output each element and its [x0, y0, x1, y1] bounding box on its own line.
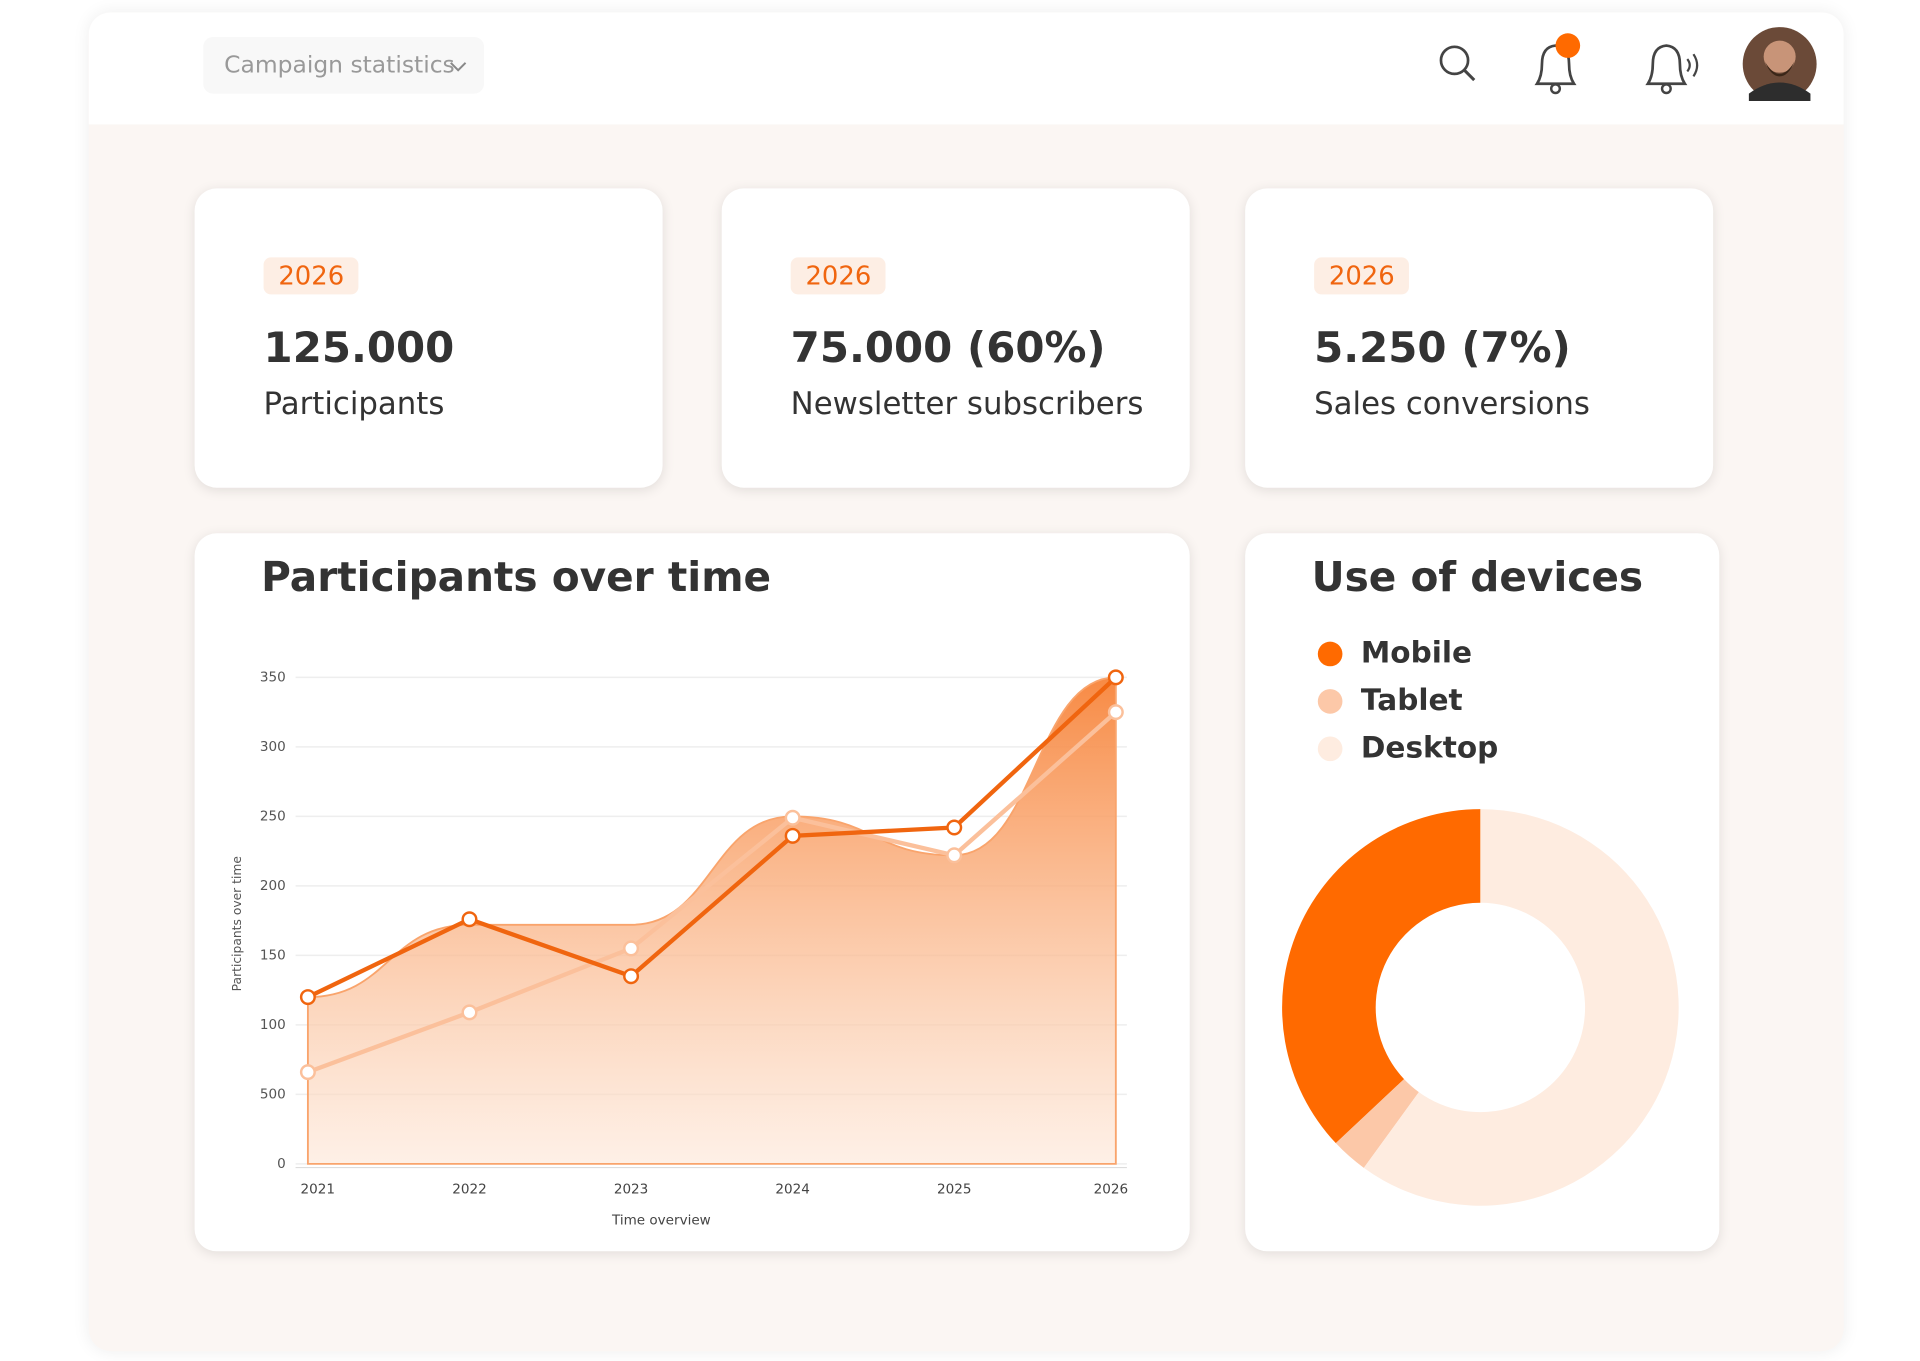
year-badge: 2026 — [1314, 257, 1410, 295]
point — [1107, 669, 1124, 686]
point — [461, 911, 478, 928]
kpi-number: 75.000 — [790, 323, 953, 374]
kpi-card: 2026 75.000 (60%) Newsletter subscribers — [721, 188, 1190, 488]
kpi-label: Participants — [263, 385, 445, 422]
x-tick-label: 2026 — [1094, 1182, 1128, 1198]
point — [299, 1064, 316, 1081]
legend-dot — [1317, 641, 1343, 667]
year-badge: 2026 — [263, 257, 359, 295]
kpi-card: 2026 125.000 Participants — [194, 188, 663, 488]
x-tick-label: 2021 — [301, 1182, 335, 1198]
avatar[interactable] — [1742, 27, 1817, 101]
legend-dot — [1317, 736, 1343, 762]
kpi-label: Newsletter subscribers — [790, 385, 1144, 422]
x-tick-label: 2022 — [452, 1182, 486, 1198]
point — [946, 819, 963, 836]
kpi-value: 5.250 (7%) — [1314, 324, 1571, 373]
dropdown-label: Campaign statistics — [224, 51, 455, 79]
point — [784, 827, 801, 844]
point — [1107, 704, 1124, 721]
point — [299, 989, 316, 1006]
y-tick-label: 100 — [260, 1017, 286, 1033]
kpi-card: 2026 5.250 (7%) Sales conversions — [1245, 188, 1714, 488]
point — [623, 940, 640, 957]
y-tick-label: 500 — [260, 1086, 286, 1102]
x-tick-label: 2025 — [937, 1182, 971, 1198]
legend-label: Mobile — [1361, 635, 1472, 669]
kpi-value: 75.000 (60%) — [791, 324, 1106, 373]
legend-label: Desktop — [1361, 730, 1498, 764]
point — [623, 968, 640, 985]
donut-slice — [1335, 1079, 1419, 1168]
chart-title: Use of devices — [1312, 553, 1643, 601]
announce-icon[interactable] — [1645, 44, 1699, 95]
point — [461, 1004, 478, 1021]
chevron — [450, 62, 467, 72]
notification-icon[interactable] — [1534, 33, 1581, 95]
y-tick-label: 300 — [260, 739, 286, 755]
line — [307, 710, 1118, 1075]
icons — [1439, 27, 1817, 101]
y-tick-label: 350 — [260, 669, 286, 685]
y-tick-label: 200 — [260, 878, 286, 894]
chart-title: Participants over time — [261, 553, 771, 601]
x-axis-label: Time overview — [611, 1213, 711, 1229]
kpi-label: Sales conversions — [1314, 385, 1590, 422]
legend-label: Tablet — [1361, 683, 1463, 717]
search-icon[interactable] — [1439, 45, 1476, 82]
kpi-number: 125.000 — [263, 323, 455, 374]
kpi-value: 125.000 — [264, 324, 455, 373]
top-bar: Campaign statistics — [88, 12, 1844, 125]
dropdown[interactable]: Campaign statistics — [203, 36, 485, 94]
kpi-number: 5.250 — [1314, 323, 1447, 374]
donut-slice — [1282, 809, 1481, 1144]
point — [784, 809, 801, 826]
y-tick-label: 250 — [260, 808, 286, 824]
legend-dot — [1317, 689, 1343, 714]
area — [306, 676, 1117, 1165]
point — [946, 847, 963, 864]
y-tick-label: 0 — [277, 1156, 286, 1172]
kpi-share: (60%) — [967, 323, 1106, 374]
donut-slice — [1363, 809, 1679, 1206]
x-tick-label: 2023 — [614, 1182, 648, 1198]
year-badge: 2026 — [790, 257, 887, 295]
x-tick-label: 2024 — [775, 1182, 809, 1198]
y-axis-label: Participants over time — [230, 856, 244, 991]
y-tick-label: 150 — [260, 947, 286, 963]
line — [306, 675, 1118, 1000]
kpi-share: (7%) — [1461, 323, 1571, 374]
